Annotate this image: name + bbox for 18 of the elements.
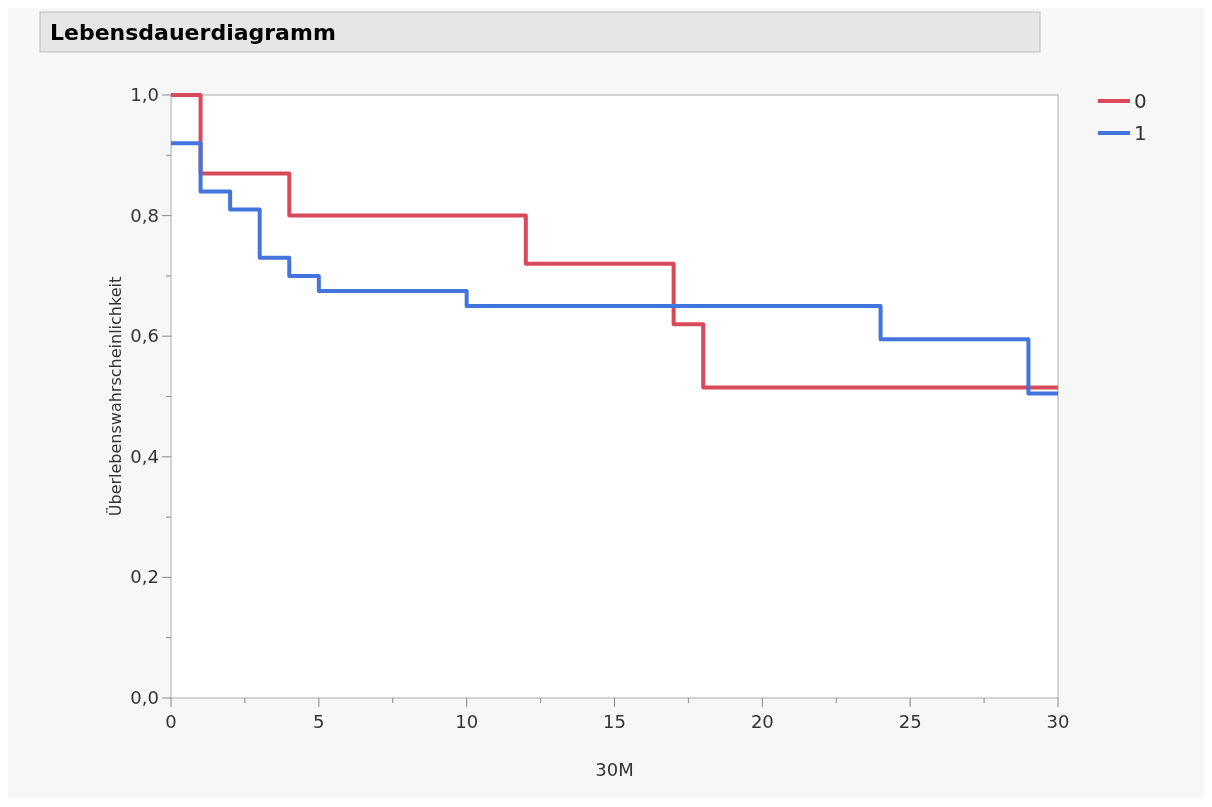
chart-title: Lebensdauerdiagramm <box>50 20 336 45</box>
legend-label: 0 <box>1134 89 1147 113</box>
y-tick-label: 0,6 <box>130 325 159 347</box>
x-tick-label: 25 <box>898 711 922 732</box>
y-tick-label: 0,4 <box>130 445 159 467</box>
x-tick-label: 15 <box>603 711 626 732</box>
y-tick-label: 0,0 <box>130 687 159 708</box>
x-tick-label: 0 <box>165 711 177 732</box>
x-tick-label: 5 <box>313 711 325 732</box>
x-tick-label: 30 <box>1046 711 1070 732</box>
x-tick-label: 10 <box>455 711 479 732</box>
x-tick-label: 20 <box>750 711 774 732</box>
y-tick-label: 1,0 <box>130 84 159 105</box>
y-tick-label: 0,2 <box>130 566 159 588</box>
y-tick-label: 0,8 <box>130 204 159 226</box>
y-axis-title: Überlebenswahrscheinlichkeit <box>106 276 125 517</box>
x-axis-title: 30M <box>595 759 634 780</box>
legend-label: 1 <box>1134 121 1147 145</box>
